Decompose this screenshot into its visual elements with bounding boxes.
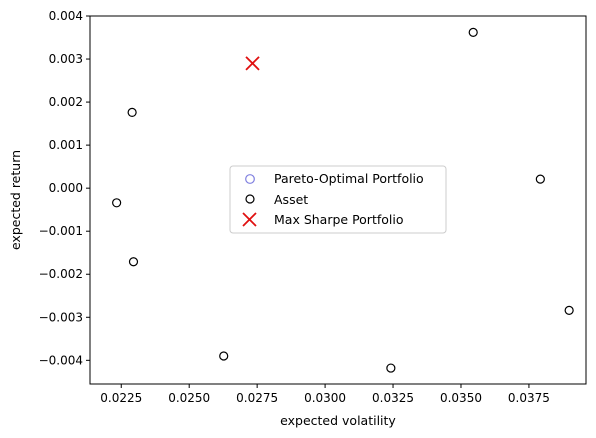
x-tick-label: 0.0250	[168, 391, 210, 405]
x-tick-label: 0.0375	[508, 391, 550, 405]
asset-point	[386, 363, 396, 373]
x-tick-label: 0.0350	[440, 391, 482, 405]
legend-label-max-sharpe: Max Sharpe Portfolio	[274, 212, 404, 227]
legend-box	[229, 165, 447, 234]
x-tick-label: 0.0275	[236, 391, 278, 405]
x-axis-label: expected volatility	[280, 413, 396, 428]
y-tick-label: −0.001	[39, 224, 83, 238]
asset-point	[535, 174, 545, 184]
asset-point	[468, 27, 478, 37]
x-tick-label: 0.0300	[304, 391, 346, 405]
x-tick-label: 0.0225	[100, 391, 142, 405]
y-tick-label: 0.004	[49, 9, 83, 23]
max-sharpe-point	[245, 56, 260, 71]
legend-marker-max-sharpe	[242, 212, 257, 227]
points-layer	[112, 27, 574, 373]
y-tick-label: 0.000	[49, 181, 83, 195]
legend-marker-pareto	[245, 174, 255, 184]
y-tick-label: −0.004	[39, 353, 83, 367]
y-tick-label: −0.002	[39, 267, 83, 281]
asset-point	[112, 198, 122, 208]
legend: Pareto-Optimal Portfolio Asset Max Sharp…	[229, 165, 447, 234]
asset-point	[128, 257, 139, 267]
plot-frame	[89, 15, 587, 385]
legend-label-pareto: Pareto-Optimal Portfolio	[274, 171, 424, 186]
asset-point	[564, 305, 574, 315]
y-axis-label: expected return	[8, 150, 23, 250]
asset-point	[127, 107, 137, 118]
y-tick-label: 0.003	[49, 52, 83, 66]
tick-layer: 0.0225 0.0250 0.0275 0.0300 0.0325 0.0350 0.03…	[39, 9, 550, 405]
y-tick-label: 0.002	[49, 95, 83, 109]
y-tick-label: −0.003	[39, 310, 83, 324]
legend-label-asset: Asset	[274, 192, 308, 207]
legend-marker-asset	[245, 194, 255, 204]
y-tick-label: 0.001	[49, 138, 83, 152]
x-tick-label: 0.0325	[372, 391, 414, 405]
asset-point	[219, 351, 229, 361]
